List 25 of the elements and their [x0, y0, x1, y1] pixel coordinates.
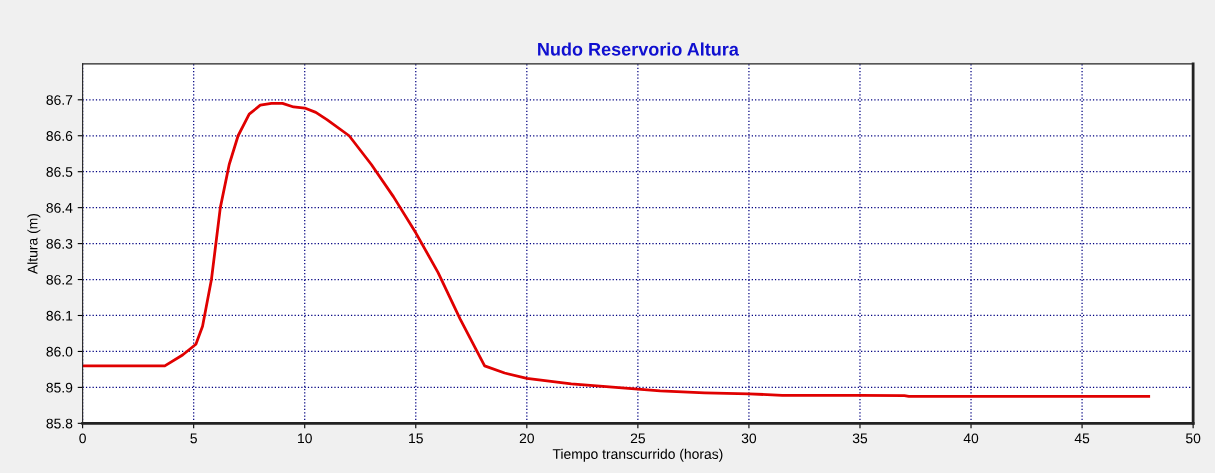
x-axis-title: Tiempo transcurrido (horas) — [552, 448, 723, 462]
y-tick-label: 86.0 — [46, 346, 73, 357]
x-tick-label: 5 — [190, 433, 197, 444]
y-tick-label: 86.6 — [46, 131, 73, 141]
x-tick-label: 25 — [630, 433, 646, 444]
y-tick-label: 86.3 — [46, 238, 73, 249]
y-tick-label: 85.9 — [46, 382, 73, 393]
x-tick-label: 35 — [852, 433, 868, 444]
y-tick-label: 86.2 — [46, 274, 73, 285]
x-tick-label: 40 — [963, 433, 979, 444]
x-tick-label: 20 — [519, 433, 535, 444]
x-tick-label: 50 — [1185, 433, 1201, 444]
y-tick-label: 85.8 — [46, 418, 73, 429]
y-tick-label: 86.4 — [46, 202, 73, 213]
y-tick-label: 86.5 — [46, 167, 73, 177]
chart-title: Nudo Reservorio Altura — [538, 42, 739, 56]
y-axis-title: Altura (m) — [27, 213, 41, 275]
x-tick-label: 45 — [1074, 433, 1090, 444]
line-series — [82, 102, 1151, 398]
x-tick-label: 30 — [741, 433, 757, 444]
x-tick-label: 10 — [298, 433, 312, 444]
x-tick-label: 15 — [409, 433, 423, 444]
y-tick-label: 86.1 — [46, 310, 73, 321]
x-tick-label: 0 — [79, 433, 86, 444]
y-tick-label: 86.7 — [46, 95, 73, 105]
